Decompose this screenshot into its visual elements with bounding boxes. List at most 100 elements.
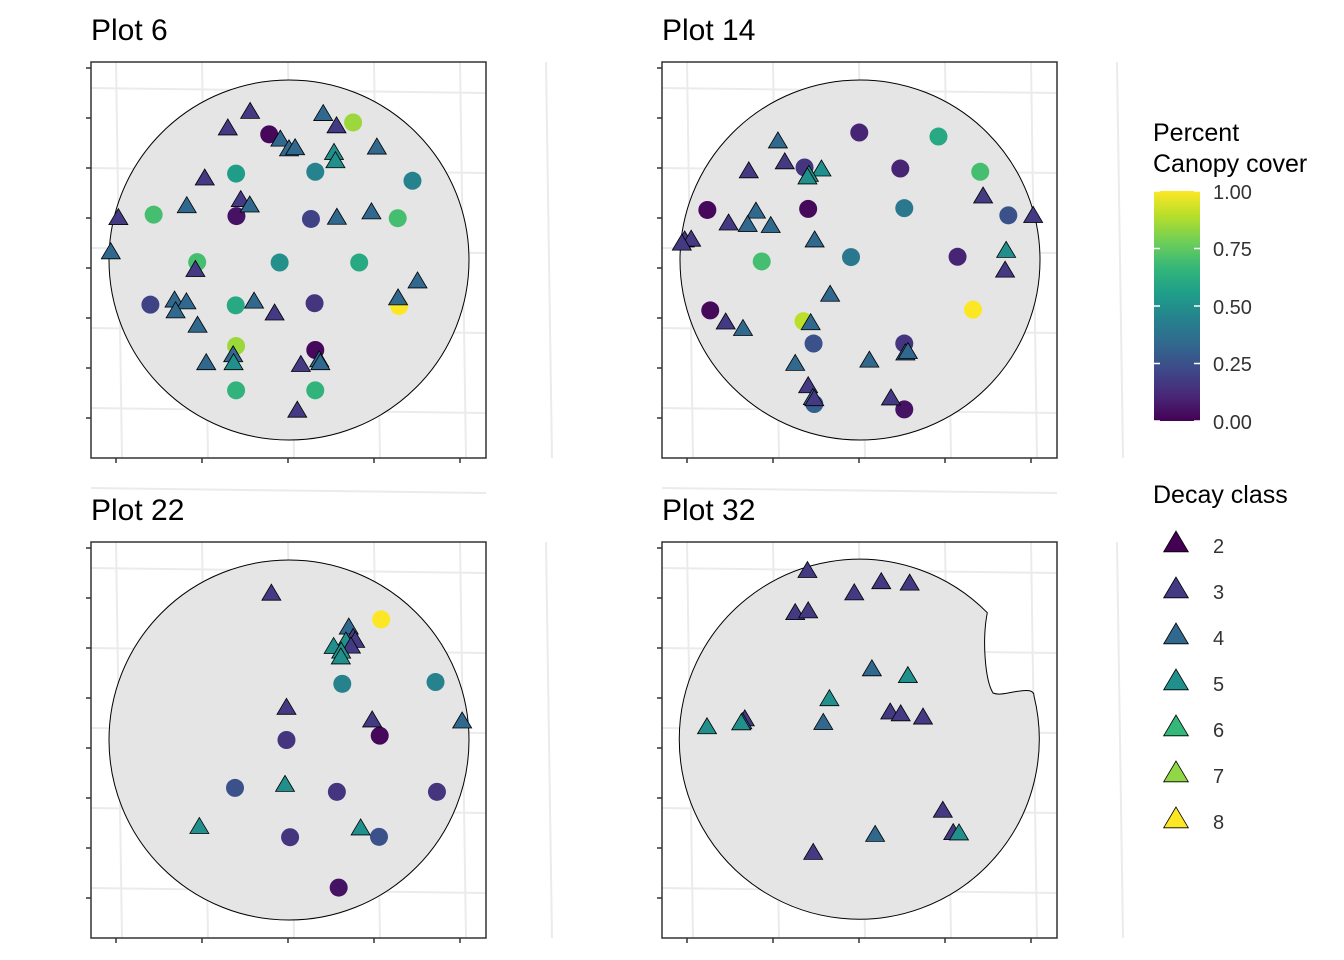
decay-point: [284, 137, 306, 156]
decay-point: [185, 259, 206, 277]
canopy-point: [344, 113, 363, 132]
decay-point: [932, 800, 954, 818]
plot-boundary: [678, 558, 1040, 920]
decay-point: [972, 186, 994, 204]
canopy-tick-025: 0.25: [1213, 354, 1252, 376]
plot-title-1: Plot 6: [91, 14, 168, 47]
canopy-point: [948, 247, 967, 266]
graticule-line: [545, 61, 553, 459]
axis-ticks: [657, 67, 1032, 463]
canopy-point: [370, 827, 388, 846]
decay-point: [387, 288, 409, 306]
decay-point: [732, 318, 754, 336]
decay-legend-label: 4: [1213, 628, 1224, 650]
canopy-point: [426, 673, 445, 692]
canopy-legend-title-line1: Percent: [1153, 119, 1239, 147]
canopy-point: [270, 253, 289, 272]
axis-ticks: [86, 67, 461, 463]
canopy-point: [227, 164, 246, 183]
canopy-legend: Percent Canopy cover 1.00 0.75 0.50 0.25…: [1153, 119, 1307, 434]
canopy-point: [227, 381, 246, 400]
axis-ticks: [86, 547, 461, 943]
panel-plot-6: [86, 61, 553, 494]
decay-point: [326, 116, 347, 134]
decay-point: [310, 352, 331, 371]
canopy-tick-000: 0.00: [1213, 412, 1252, 434]
canopy-point: [372, 610, 391, 629]
decay-legend-key: [1162, 668, 1190, 691]
graticule-line: [90, 487, 487, 494]
canopy-point: [305, 294, 324, 313]
decay-point: [361, 202, 382, 220]
decay-point: [274, 774, 296, 792]
decay-legend-key: [1162, 714, 1190, 737]
decay-point: [774, 152, 795, 170]
decay-point: [912, 707, 934, 725]
decay-point: [176, 195, 197, 214]
decay-point: [243, 291, 265, 309]
decay-point: [844, 583, 865, 601]
plot-boundary: [108, 79, 470, 441]
canopy-point: [403, 171, 422, 190]
canopy-point: [333, 674, 352, 693]
decay-legend-label: 3: [1213, 582, 1224, 604]
decay-legend-label: 5: [1213, 674, 1224, 696]
decay-point: [804, 230, 825, 248]
decay-point: [811, 159, 832, 177]
canopy-colorbar: [1154, 191, 1200, 421]
canopy-point: [701, 301, 720, 320]
decay-legend-key: [1162, 760, 1190, 783]
decay-legend-key: [1162, 622, 1190, 645]
canopy-point: [698, 200, 717, 219]
decay-point: [899, 573, 920, 591]
decay-point: [696, 716, 718, 735]
decay-legend-key: [1162, 576, 1190, 599]
decay-point: [366, 137, 388, 155]
axis-ticks: [657, 547, 1032, 943]
canopy-point: [226, 778, 244, 797]
decay-point: [718, 213, 739, 231]
decay-point: [189, 816, 210, 834]
canopy-point: [306, 162, 325, 181]
canopy-point: [277, 731, 296, 749]
decay-point: [767, 131, 789, 149]
decay-legend-key: [1162, 530, 1190, 553]
decay-point: [948, 823, 970, 841]
decay-point: [350, 818, 371, 836]
graticule-line: [1116, 61, 1124, 459]
decay-legend-label: 7: [1213, 766, 1224, 788]
canopy-point: [388, 209, 407, 228]
decay-point: [270, 129, 291, 147]
plot-boundary: [679, 79, 1041, 441]
canopy-point: [929, 127, 948, 146]
canopy-point: [301, 209, 320, 228]
graticule-line: [1116, 541, 1124, 939]
canopy-point: [891, 159, 910, 178]
canopy-point: [999, 206, 1018, 225]
canopy-point: [329, 878, 348, 897]
decay-point: [897, 665, 919, 684]
canopy-point: [895, 199, 914, 218]
decay-point: [261, 583, 282, 601]
decay-point: [804, 388, 825, 407]
decay-point: [239, 195, 260, 213]
plot-title-4: Plot 32: [662, 494, 755, 527]
decay-point: [1022, 205, 1044, 223]
decay-point: [890, 704, 911, 722]
decay-point: [407, 271, 428, 289]
decay-point: [287, 400, 308, 418]
decay-point: [176, 292, 197, 310]
canopy-legend-title-line2: Canopy cover: [1153, 150, 1307, 178]
decay-point: [995, 240, 1017, 258]
canopy-point: [306, 381, 325, 400]
decay-point: [195, 352, 217, 371]
decay-point: [737, 214, 758, 232]
canopy-point: [752, 252, 771, 271]
canopy-point: [964, 300, 983, 319]
decay-point: [819, 284, 841, 302]
canopy-point: [850, 123, 869, 142]
decay-point: [738, 161, 759, 179]
decay-point: [897, 341, 919, 359]
decay-legend-label: 6: [1213, 720, 1224, 742]
